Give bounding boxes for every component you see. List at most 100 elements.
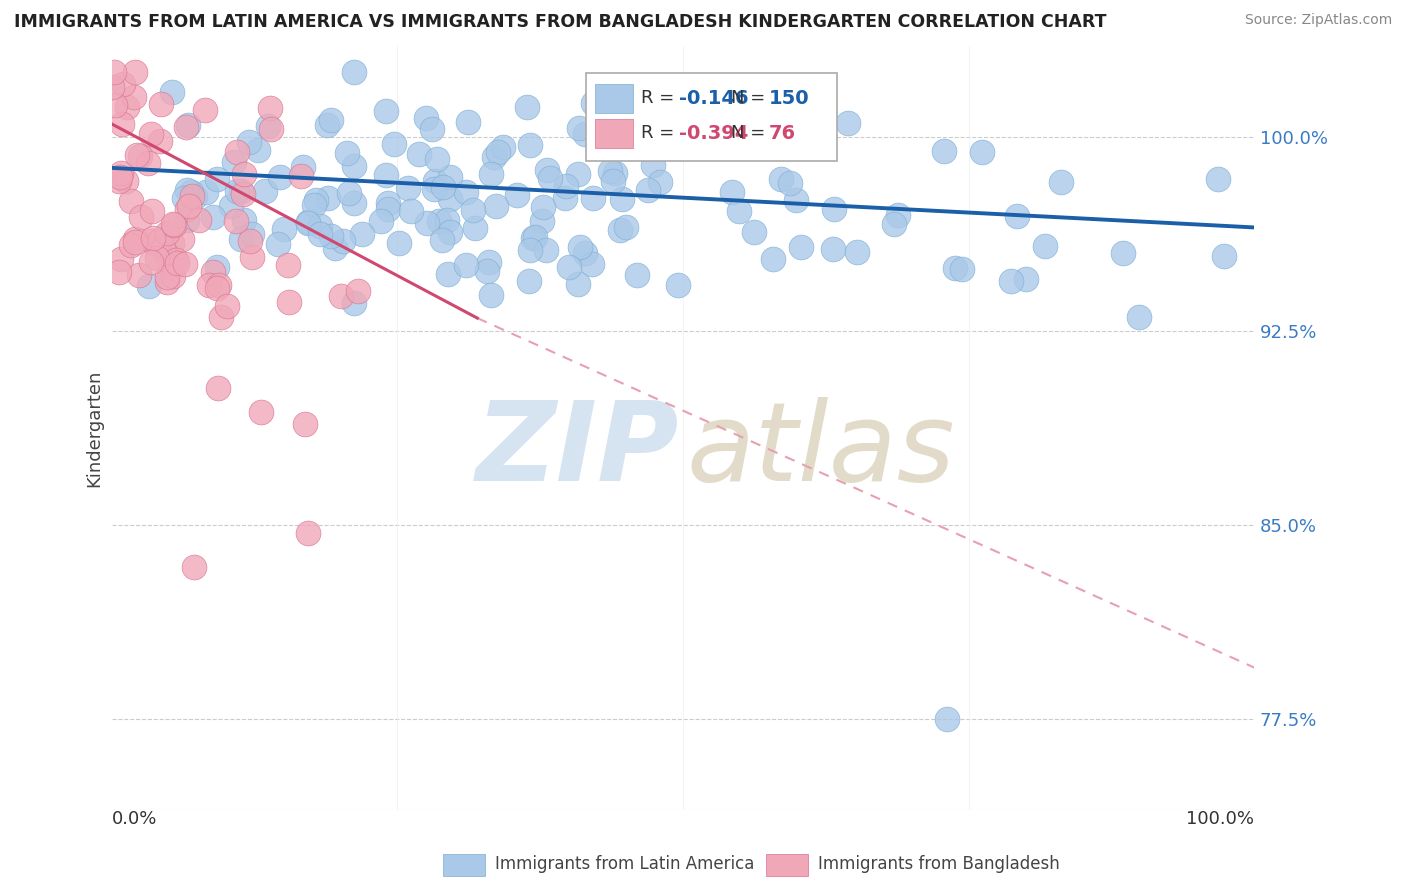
Point — [648, 175, 671, 189]
Point — [290, 169, 312, 183]
Point — [568, 121, 591, 136]
Point — [176, 202, 198, 217]
FancyBboxPatch shape — [595, 84, 633, 112]
Text: -0.394: -0.394 — [679, 124, 749, 143]
Point — [342, 296, 364, 310]
Point — [278, 295, 301, 310]
Point — [439, 169, 461, 184]
Point — [139, 254, 162, 268]
Text: 0.0%: 0.0% — [111, 810, 157, 828]
Point — [972, 145, 994, 159]
Point — [845, 245, 868, 260]
Point — [115, 173, 138, 187]
Point — [239, 234, 262, 248]
Point — [439, 192, 461, 206]
Point — [408, 147, 430, 161]
Point — [156, 270, 179, 285]
Point — [254, 184, 277, 198]
Point — [568, 239, 591, 253]
Point — [454, 258, 477, 272]
Point — [250, 405, 273, 419]
Text: Source: ZipAtlas.com: Source: ZipAtlas.com — [1244, 13, 1392, 28]
Point — [932, 144, 955, 158]
Point — [478, 254, 501, 268]
Point — [201, 265, 224, 279]
Point — [176, 212, 198, 227]
Point — [110, 166, 132, 180]
Point — [475, 264, 498, 278]
Point — [523, 230, 546, 244]
Point — [332, 234, 354, 248]
Point — [103, 65, 125, 79]
Point — [160, 86, 183, 100]
Point — [101, 80, 124, 95]
Point — [614, 220, 637, 235]
Text: Immigrants from Latin America: Immigrants from Latin America — [495, 855, 754, 873]
Point — [423, 182, 446, 196]
Point — [172, 232, 194, 246]
Point — [343, 159, 366, 173]
Point — [536, 162, 558, 177]
Point — [162, 217, 184, 231]
Point — [762, 252, 785, 266]
Point — [226, 145, 249, 159]
Point — [184, 190, 207, 204]
Point — [415, 111, 437, 125]
Point — [136, 155, 159, 169]
Point — [666, 277, 689, 292]
Point — [208, 277, 231, 292]
Point — [464, 221, 486, 235]
Point — [432, 180, 454, 194]
Point — [644, 114, 666, 128]
Point — [935, 712, 957, 726]
Point — [522, 230, 544, 244]
Point — [641, 158, 664, 172]
Point — [225, 185, 247, 199]
Point — [141, 234, 163, 248]
Point — [492, 139, 515, 153]
Point — [238, 136, 260, 150]
Point — [728, 203, 751, 218]
Point — [155, 247, 177, 261]
Point — [599, 164, 621, 178]
Point — [104, 98, 127, 112]
Point — [377, 202, 399, 217]
Point — [176, 183, 198, 197]
Point — [538, 170, 561, 185]
Point — [165, 253, 187, 268]
Point — [337, 186, 360, 201]
Point — [125, 148, 148, 162]
Point — [336, 145, 359, 160]
Point — [425, 174, 447, 188]
Point — [485, 199, 508, 213]
Point — [1000, 274, 1022, 288]
Point — [388, 235, 411, 250]
Point — [149, 134, 172, 148]
Point — [721, 185, 744, 199]
Point — [180, 185, 202, 199]
Text: N =: N = — [731, 124, 770, 143]
Point — [108, 169, 131, 184]
Point — [742, 226, 765, 240]
Point — [574, 127, 596, 141]
Text: R =: R = — [641, 89, 679, 107]
Point — [124, 65, 146, 79]
Text: 100.0%: 100.0% — [1187, 810, 1254, 828]
Point — [229, 232, 252, 246]
Point — [343, 196, 366, 211]
Point — [659, 136, 682, 150]
Point — [309, 219, 332, 233]
Point — [297, 215, 319, 229]
Point — [115, 100, 138, 114]
Point — [887, 208, 910, 222]
Point — [176, 120, 198, 135]
Point — [207, 381, 229, 395]
Point — [205, 171, 228, 186]
Point — [479, 287, 502, 301]
Point — [609, 223, 631, 237]
Point — [823, 202, 845, 216]
Point — [198, 277, 221, 292]
Point — [582, 95, 605, 110]
Point — [195, 185, 218, 199]
Point — [436, 267, 458, 281]
